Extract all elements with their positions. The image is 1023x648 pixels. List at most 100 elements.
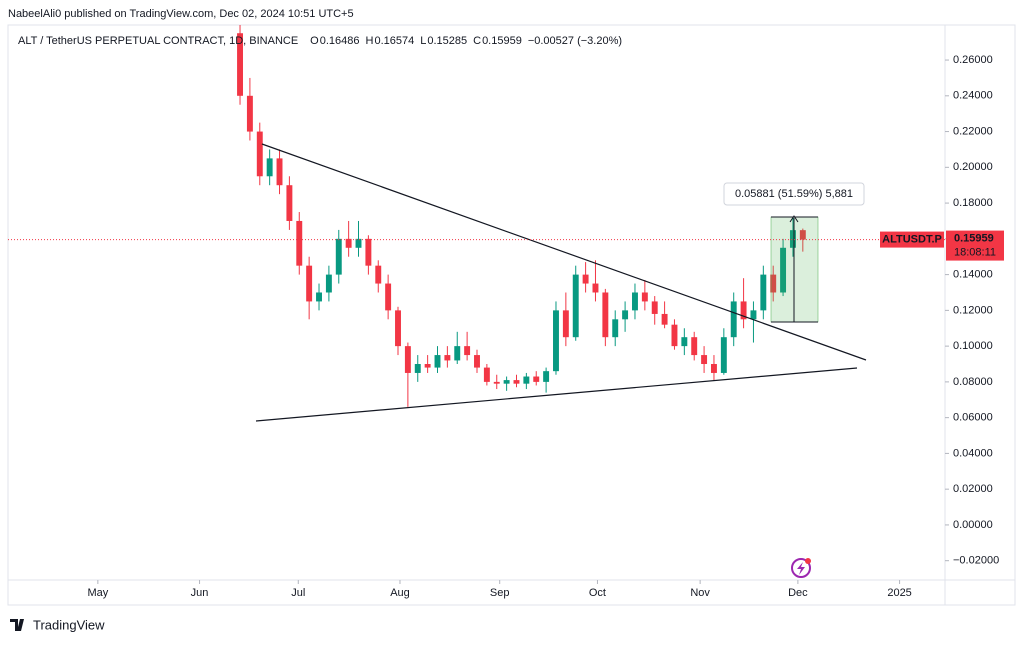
- y-tick-label: 0.20000: [953, 161, 993, 173]
- candle-body: [602, 292, 609, 338]
- candle-body: [513, 380, 520, 384]
- x-tick-label: Oct: [589, 587, 606, 599]
- candle-body: [266, 158, 273, 177]
- candle-body: [503, 380, 510, 384]
- candle-body: [681, 337, 688, 347]
- ohlc-key: O: [310, 35, 319, 47]
- candle-body: [671, 324, 678, 347]
- candle-body: [325, 274, 332, 293]
- candle-body: [434, 355, 441, 368]
- y-tick-label: 0.06000: [953, 412, 993, 424]
- candle-body: [533, 376, 540, 382]
- candle-body: [641, 292, 648, 302]
- y-tick-label: 0.12000: [953, 304, 993, 316]
- candle-body: [286, 185, 293, 221]
- candle-body: [256, 131, 263, 177]
- candle-body: [750, 310, 757, 320]
- candle-body: [710, 364, 717, 373]
- candle-body: [701, 355, 708, 365]
- candle-body: [661, 313, 668, 325]
- symbol-tag: [880, 231, 944, 248]
- candle-body: [414, 364, 421, 373]
- candle-body: [355, 238, 362, 248]
- change: −0.00527 (−3.20%): [528, 35, 622, 47]
- x-tick-label: Jun: [191, 587, 209, 599]
- price-tag: [946, 230, 1004, 261]
- y-tick-label: 0.04000: [953, 447, 993, 459]
- x-tick-label: May: [87, 587, 108, 599]
- candle-body: [365, 238, 372, 266]
- candle-body: [612, 319, 619, 338]
- price-label: 0.15959: [954, 232, 994, 244]
- candle-body: [246, 95, 253, 132]
- candle-body: [454, 346, 461, 361]
- x-tick-label: Aug: [390, 587, 410, 599]
- candle-body: [582, 274, 589, 284]
- candle-body: [483, 367, 490, 382]
- candle-body: [691, 337, 698, 356]
- candle-body: [572, 274, 579, 338]
- ohlc-key: C: [473, 35, 481, 47]
- trendline: [261, 143, 867, 361]
- candle-body: [562, 310, 569, 338]
- drawings: [255, 143, 867, 422]
- y-tick-label: 0.08000: [953, 376, 993, 388]
- candle-body: [760, 274, 767, 311]
- candle-body: [523, 376, 530, 384]
- x-tick-label: Jul: [291, 587, 305, 599]
- y-tick-label: 0.00000: [953, 519, 993, 531]
- plot: [237, 25, 806, 407]
- event-icon[interactable]: [791, 558, 811, 578]
- footer-brand: TradingView: [33, 617, 105, 632]
- candle-body: [632, 292, 638, 311]
- candle-body: [622, 310, 629, 320]
- ohlc-value: 0.16574: [374, 35, 414, 47]
- candle-body: [474, 355, 480, 368]
- event-dot: [805, 558, 811, 564]
- y-tick-label: 0.18000: [953, 197, 993, 209]
- candle-body: [464, 346, 471, 356]
- y-tick-label: 0.14000: [953, 269, 993, 281]
- candle-body: [730, 301, 737, 338]
- candle-body: [404, 346, 411, 373]
- y-tick-label: 0.10000: [953, 340, 993, 352]
- y-tick-label: 0.24000: [953, 90, 993, 102]
- candle-body: [543, 371, 550, 382]
- symbol-label: ALTUSDT.P: [882, 233, 942, 245]
- event-icon-bolt: [797, 562, 805, 575]
- x-tick-label: 2025: [887, 587, 911, 599]
- candle-body: [306, 265, 313, 302]
- candle-body: [770, 274, 777, 293]
- candle-body: [345, 238, 352, 248]
- candle-body: [444, 355, 451, 361]
- y-tick-label: 0.02000: [953, 483, 993, 495]
- candle-body: [740, 301, 747, 320]
- measure-arrowhead: [789, 215, 799, 223]
- ohlc-value: 0.16486: [320, 35, 360, 47]
- x-tick-label: Dec: [788, 587, 808, 599]
- y-tick-label: 0.22000: [953, 125, 993, 137]
- candle-body: [335, 238, 342, 275]
- candle-body: [424, 364, 431, 368]
- candle-body: [316, 292, 322, 302]
- ohlc-key: L: [420, 35, 426, 47]
- y-tick-label: 0.26000: [953, 54, 993, 66]
- logo-mark: [10, 619, 24, 631]
- candle-body: [799, 230, 806, 240]
- x-tick-label: Sep: [490, 587, 510, 599]
- measure-label-box: [723, 182, 865, 206]
- ohlc-value: 0.15285: [427, 35, 467, 47]
- x-tick-label: Nov: [690, 587, 710, 599]
- candle-body: [395, 310, 401, 347]
- countdown: 18:08:11: [954, 246, 996, 258]
- candle-body: [720, 337, 727, 373]
- candle-body: [553, 310, 559, 372]
- candle-body: [789, 230, 796, 248]
- candle-body: [296, 220, 303, 266]
- candle-body: [592, 283, 599, 293]
- candle-body: [651, 301, 658, 314]
- candle-body: [493, 381, 500, 384]
- header: ALT / TetherUS PERPETUAL CONTRACT, 1D, B…: [18, 35, 622, 47]
- chart-frame: [7, 24, 1016, 606]
